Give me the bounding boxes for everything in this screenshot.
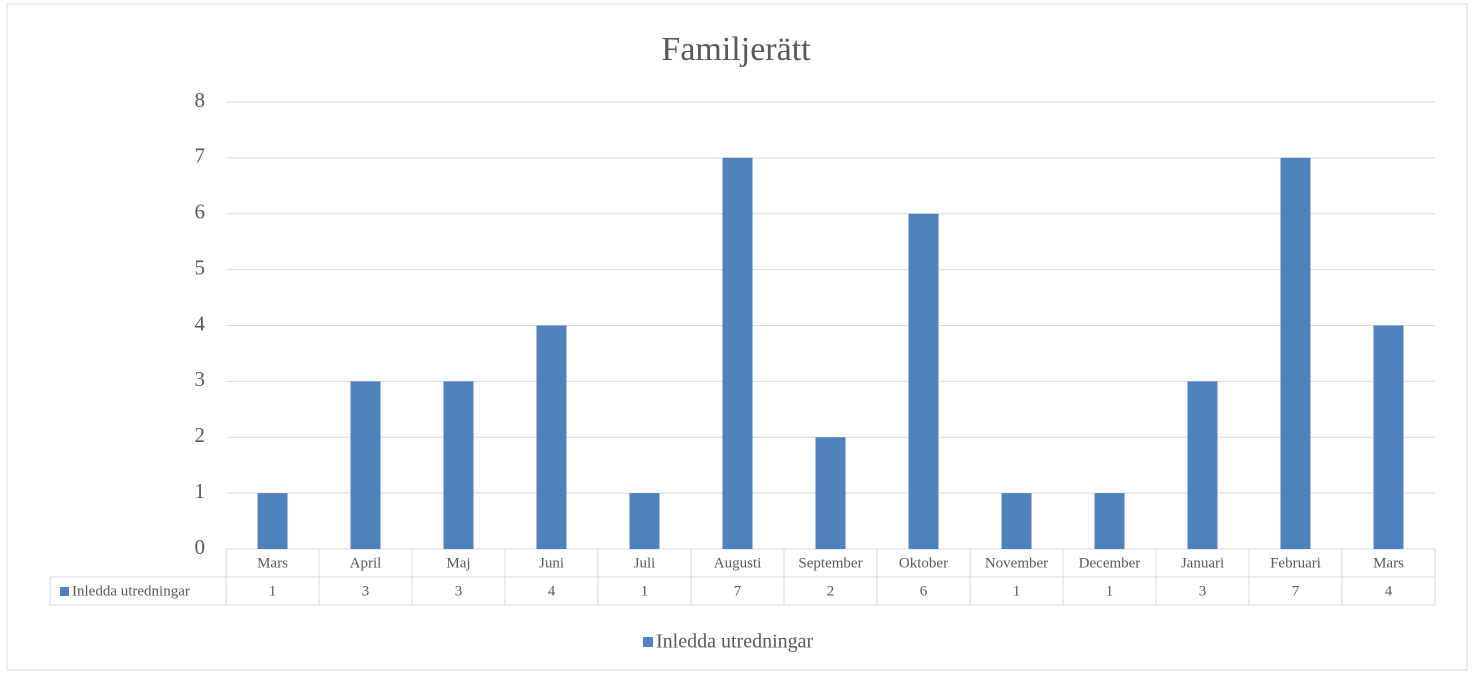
table-value: 2 [827, 583, 835, 599]
table-value: 4 [1385, 583, 1393, 599]
chart-title: Familjerätt [661, 31, 811, 68]
bar [908, 213, 939, 549]
x-tick-label: Augusti [714, 555, 762, 571]
x-tick-label: Mars [1373, 555, 1404, 571]
bar [443, 381, 474, 549]
bar [257, 493, 288, 549]
table-value: 7 [734, 583, 742, 599]
bar [1280, 157, 1311, 549]
table-value: 1 [1106, 583, 1114, 599]
table-value: 1 [1013, 583, 1021, 599]
y-tick-label: 8 [195, 88, 206, 112]
bar [1001, 493, 1032, 549]
table-value: 7 [1292, 583, 1300, 599]
legend-label: Inledda utredningar [656, 631, 813, 653]
bar [815, 437, 846, 549]
bar [629, 493, 660, 549]
table-value: 3 [1199, 583, 1207, 599]
x-tick-label: Juli [634, 555, 656, 571]
x-tick-label: Februari [1270, 555, 1321, 571]
y-tick-label: 5 [195, 255, 206, 279]
table-value: 4 [548, 583, 556, 599]
bar [350, 381, 381, 549]
y-tick-label: 7 [195, 144, 206, 168]
x-tick-label: Juni [539, 555, 564, 571]
x-tick-label: December [1079, 555, 1141, 571]
table-value: 1 [269, 583, 277, 599]
table-series-name: Inledda utredningar [72, 583, 190, 599]
bar [722, 157, 753, 549]
table-value: 3 [362, 583, 370, 599]
y-tick-label: 1 [195, 479, 206, 503]
y-tick-label: 4 [195, 311, 206, 335]
x-tick-label: April [350, 555, 382, 571]
legend-key [643, 637, 653, 647]
y-tick-label: 3 [195, 367, 206, 391]
x-tick-label: Oktober [899, 555, 948, 571]
table-value: 3 [455, 583, 463, 599]
x-tick-label: Mars [257, 555, 288, 571]
bar [1187, 381, 1218, 549]
x-tick-label: November [985, 555, 1048, 571]
y-tick-label: 0 [195, 535, 206, 559]
table-value: 6 [920, 583, 928, 599]
table-legend-key [60, 587, 69, 596]
x-tick-label: Maj [446, 555, 470, 571]
table-value: 1 [641, 583, 649, 599]
bar [1373, 325, 1404, 549]
y-tick-label: 6 [195, 200, 206, 224]
bar [536, 325, 567, 549]
bar [1094, 493, 1125, 549]
y-tick-label: 2 [195, 423, 206, 447]
x-tick-label: Januari [1181, 555, 1224, 571]
x-tick-label: September [798, 555, 862, 571]
